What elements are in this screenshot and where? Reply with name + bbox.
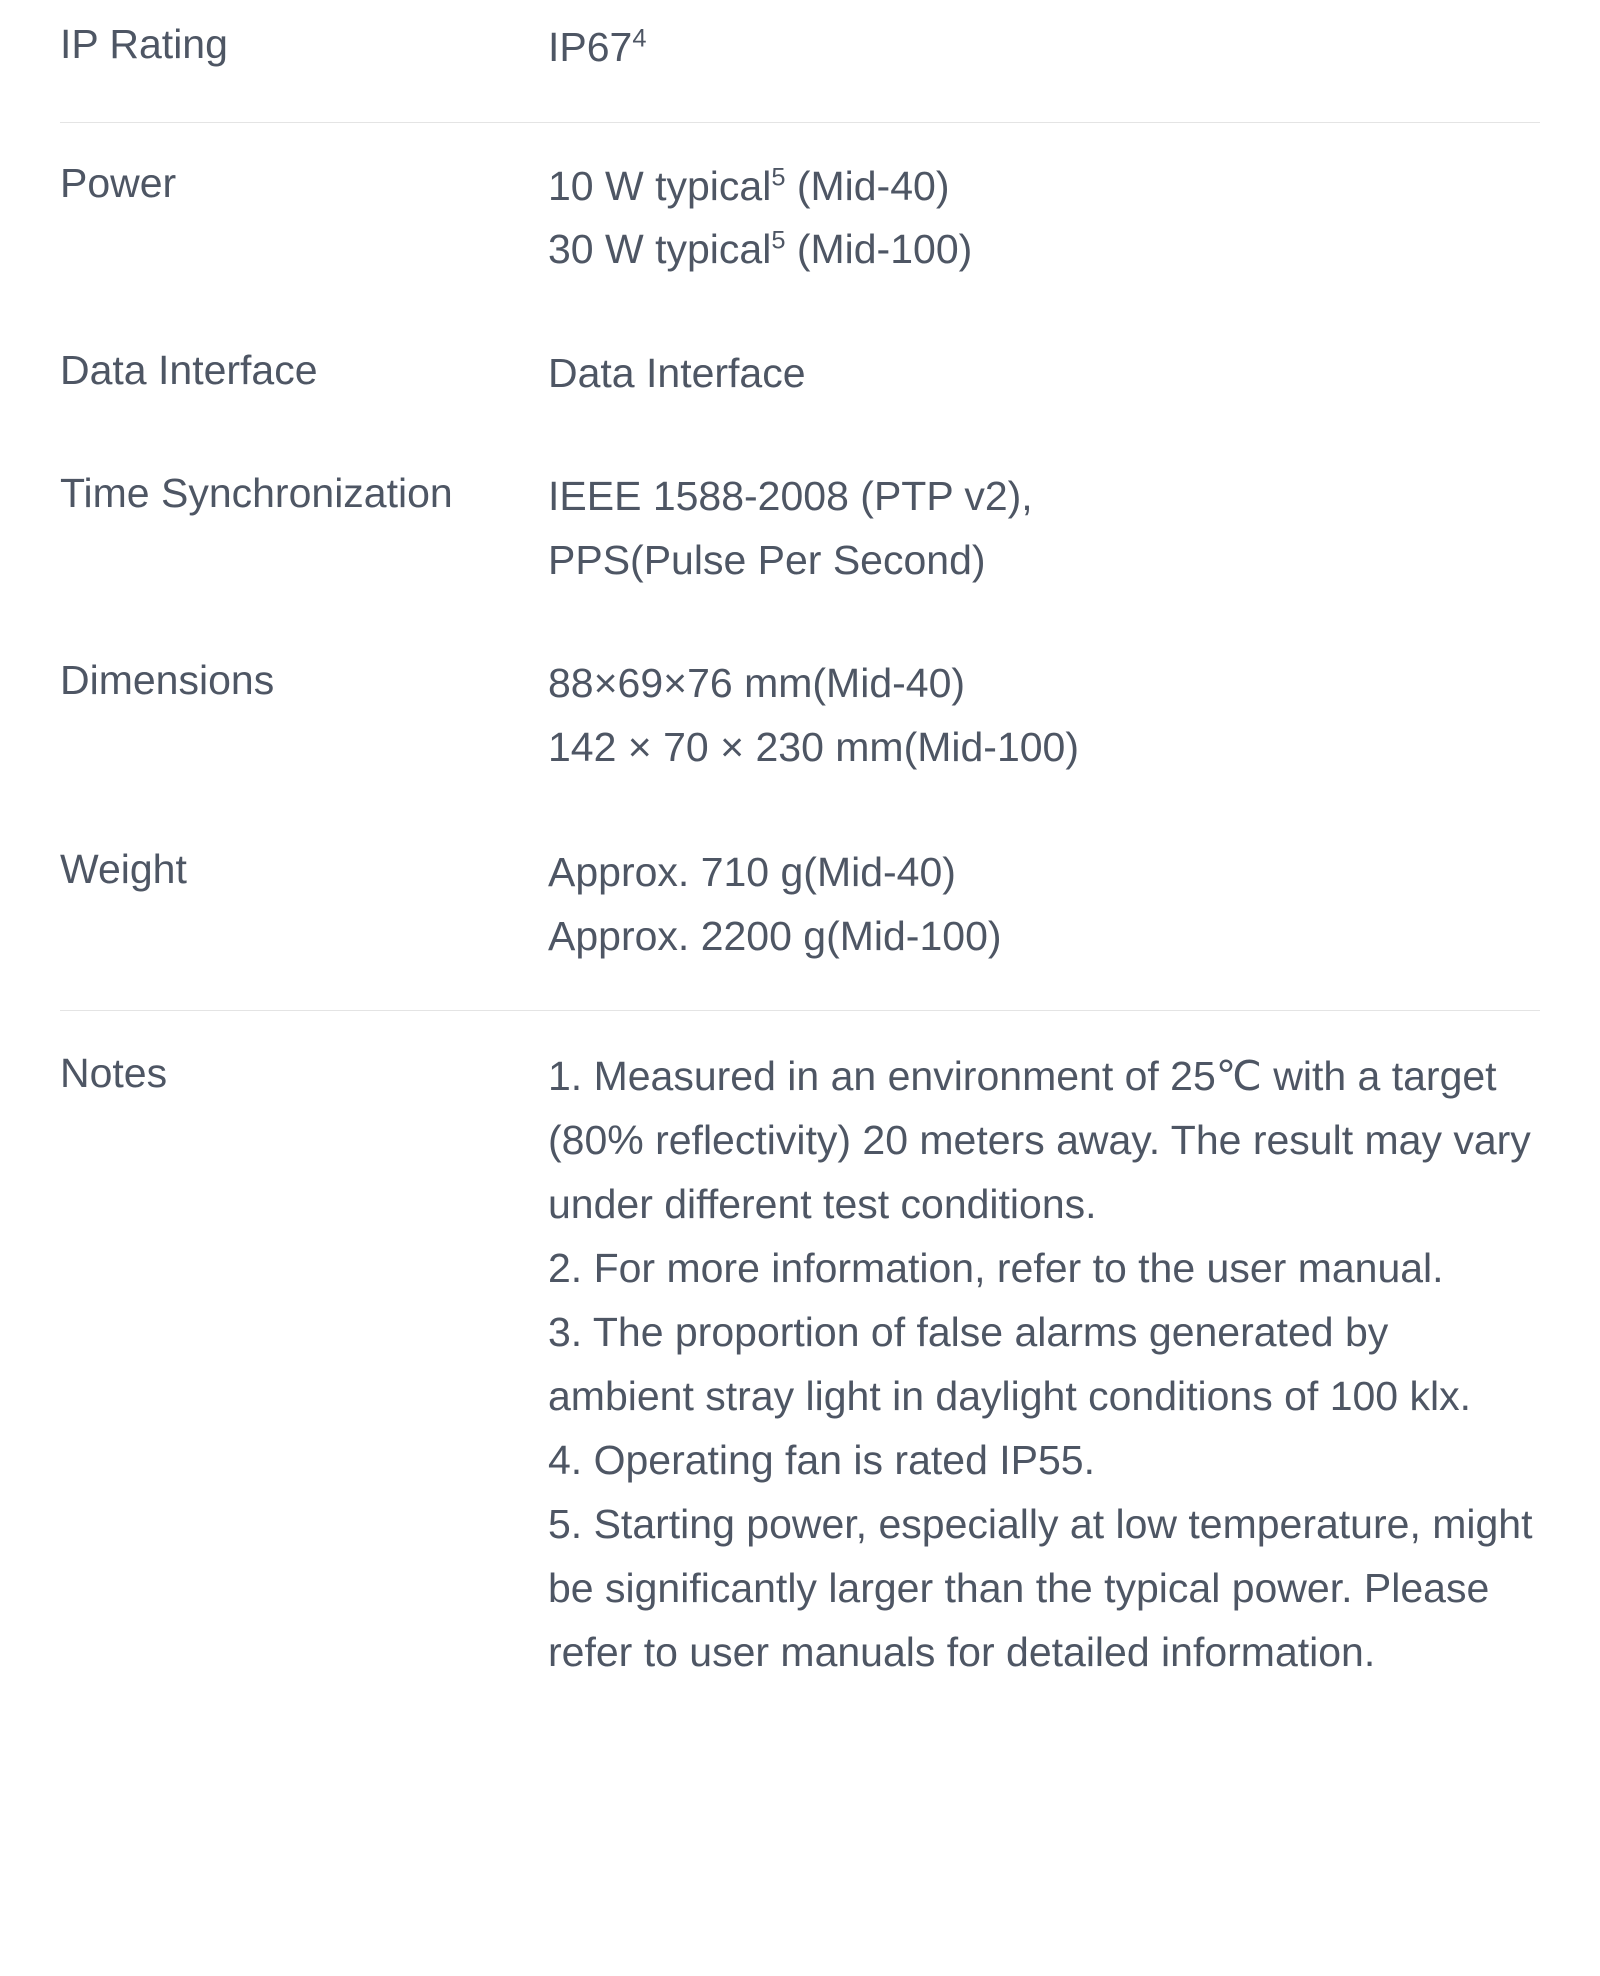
spec-table: IP Rating IP674 Power 10 W typical5 (Mid…	[0, 0, 1600, 1727]
power-line2-suffix: (Mid-100)	[785, 226, 972, 272]
note-4: 4. Operating fan is rated IP55.	[548, 1429, 1540, 1493]
row-power: Power 10 W typical5 (Mid-40) 30 W typica…	[60, 123, 1540, 310]
power-line1-sup: 5	[771, 163, 785, 191]
weight-line1: Approx. 710 g(Mid-40)	[548, 841, 1540, 905]
data-interface-text: Data Interface	[548, 342, 1540, 406]
time-sync-line2: PPS(Pulse Per Second)	[548, 529, 1540, 593]
label-power: Power	[60, 155, 548, 282]
row-data-interface: Data Interface Data Interface	[60, 310, 1540, 434]
value-power: 10 W typical5 (Mid-40) 30 W typical5 (Mi…	[548, 155, 1540, 282]
value-ip-rating: IP674	[548, 16, 1540, 80]
power-line2-prefix: 30 W typical	[548, 226, 771, 272]
ip-rating-sup: 4	[632, 24, 646, 52]
value-weight: Approx. 710 g(Mid-40) Approx. 2200 g(Mid…	[548, 841, 1540, 968]
weight-line2: Approx. 2200 g(Mid-100)	[548, 905, 1540, 969]
label-time-sync: Time Synchronization	[60, 465, 548, 592]
power-line2-sup: 5	[771, 226, 785, 254]
value-time-sync: IEEE 1588-2008 (PTP v2), PPS(Pulse Per S…	[548, 465, 1540, 592]
row-dimensions: Dimensions 88×69×76 mm(Mid-40) 142 × 70 …	[60, 620, 1540, 807]
value-notes: 1. Measured in an environment of 25℃ wit…	[548, 1045, 1540, 1685]
note-3: 3. The proportion of false alarms genera…	[548, 1301, 1540, 1429]
note-2: 2. For more information, refer to the us…	[548, 1237, 1540, 1301]
time-sync-line1: IEEE 1588-2008 (PTP v2),	[548, 465, 1540, 529]
label-data-interface: Data Interface	[60, 342, 548, 406]
label-notes: Notes	[60, 1045, 548, 1685]
label-ip-rating: IP Rating	[60, 16, 548, 80]
value-dimensions: 88×69×76 mm(Mid-40) 142 × 70 × 230 mm(Mi…	[548, 652, 1540, 779]
ip-rating-text: IP67	[548, 24, 632, 70]
row-ip-rating: IP Rating IP674	[60, 0, 1540, 123]
note-5: 5. Starting power, especially at low tem…	[548, 1493, 1540, 1685]
label-dimensions: Dimensions	[60, 652, 548, 779]
value-data-interface: Data Interface	[548, 342, 1540, 406]
power-line1-prefix: 10 W typical	[548, 163, 771, 209]
dimensions-line1: 88×69×76 mm(Mid-40)	[548, 652, 1540, 716]
row-notes: Notes 1. Measured in an environment of 2…	[60, 1011, 1540, 1727]
power-line1-suffix: (Mid-40)	[785, 163, 949, 209]
label-weight: Weight	[60, 841, 548, 968]
dimensions-line2: 142 × 70 × 230 mm(Mid-100)	[548, 716, 1540, 780]
row-time-sync: Time Synchronization IEEE 1588-2008 (PTP…	[60, 433, 1540, 620]
row-weight: Weight Approx. 710 g(Mid-40) Approx. 220…	[60, 807, 1540, 1011]
note-1: 1. Measured in an environment of 25℃ wit…	[548, 1045, 1540, 1237]
